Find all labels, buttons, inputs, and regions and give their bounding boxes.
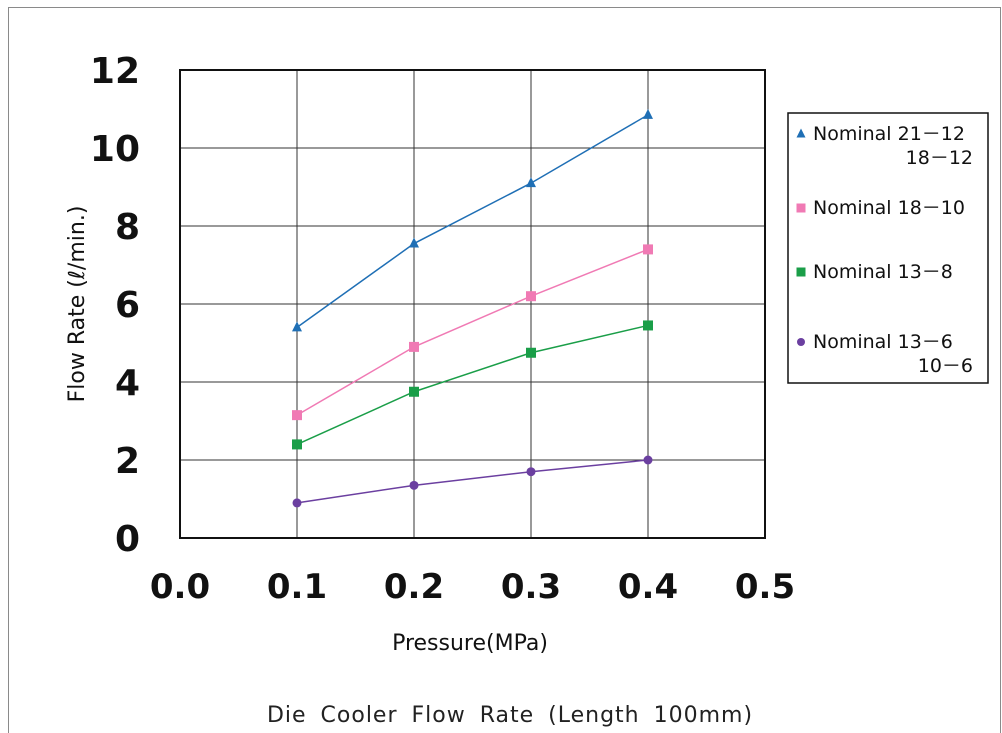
y-tick-label: 0 xyxy=(115,519,140,560)
legend-label-line2: 18－12 xyxy=(906,147,973,169)
data-point xyxy=(643,244,653,255)
legend-label-line2: 10－6 xyxy=(918,355,973,377)
y-axis-ticks: 0 2 4 6 8 10 12 xyxy=(90,51,140,560)
series-line xyxy=(296,324,649,446)
y-axis-label: Flow Rate (ℓ/min.) xyxy=(65,206,90,403)
data-point xyxy=(409,237,419,248)
data-point xyxy=(409,341,419,352)
data-point xyxy=(409,480,419,490)
series-group xyxy=(292,108,653,508)
data-point xyxy=(526,177,536,188)
series xyxy=(292,320,653,450)
x-tick-label: 0.5 xyxy=(735,567,795,607)
plot-area-border xyxy=(179,69,766,539)
chart-frame xyxy=(8,7,1001,733)
data-point xyxy=(796,267,806,277)
series xyxy=(292,108,653,332)
y-tick-label: 8 xyxy=(115,207,140,248)
series-line xyxy=(296,459,649,504)
data-point xyxy=(643,108,653,119)
y-tick-label: 12 xyxy=(90,51,140,92)
grid xyxy=(179,69,766,539)
legend-item: Nominal 13－610－6 xyxy=(797,331,973,377)
y-tick-label: 4 xyxy=(115,363,140,404)
y-tick-label: 2 xyxy=(115,441,140,482)
series xyxy=(292,244,653,421)
y-tick-label: 6 xyxy=(115,285,140,326)
x-axis-ticks: 0.0 0.1 0.2 0.3 0.4 0.5 xyxy=(150,567,795,607)
x-tick-label: 0.1 xyxy=(267,567,327,607)
data-point xyxy=(292,410,302,421)
data-point xyxy=(526,467,536,477)
legend-box xyxy=(787,112,989,384)
series xyxy=(292,455,653,508)
x-tick-label: 0.2 xyxy=(384,567,444,607)
series-line xyxy=(296,248,649,416)
chart-title: Die Cooler Flow Rate (Length 100mm) xyxy=(267,703,753,728)
data-point xyxy=(643,455,653,465)
data-point xyxy=(292,498,302,508)
data-point xyxy=(526,347,536,358)
data-point xyxy=(797,338,805,346)
y-tick-label: 10 xyxy=(90,129,140,170)
legend-label: Nominal 21－12 xyxy=(813,123,965,145)
data-point xyxy=(292,321,302,332)
data-point xyxy=(796,128,806,138)
legend-item: Nominal 18－10 xyxy=(796,197,965,219)
series-line xyxy=(296,114,649,329)
legend-label: Nominal 13－8 xyxy=(813,261,953,283)
legend-item: Nominal 13－8 xyxy=(796,261,953,283)
data-point xyxy=(643,320,653,331)
x-tick-label: 0.0 xyxy=(150,567,210,607)
data-point xyxy=(526,291,536,302)
legend-label: Nominal 18－10 xyxy=(813,197,965,219)
data-point xyxy=(796,203,806,213)
x-tick-label: 0.3 xyxy=(501,567,561,607)
data-point xyxy=(292,439,302,450)
x-tick-label: 0.4 xyxy=(618,567,678,607)
data-point xyxy=(409,386,419,397)
x-axis-label: Pressure(MPa) xyxy=(392,631,548,656)
legend-label: Nominal 13－6 xyxy=(813,331,953,353)
